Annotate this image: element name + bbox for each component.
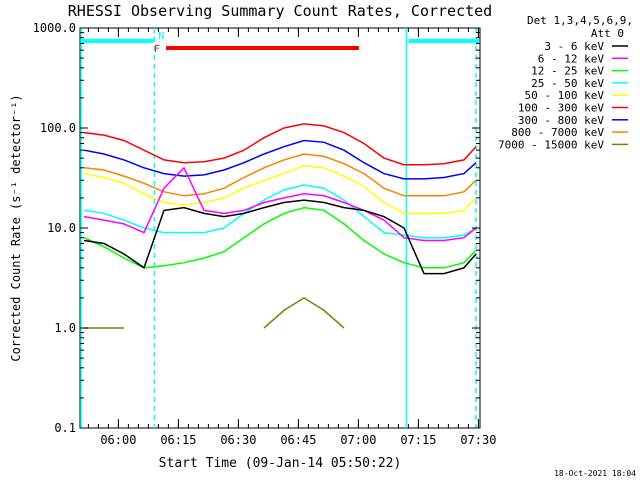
series-5-segment-0 — [83, 123, 477, 166]
series-6-segment-0 — [83, 139, 477, 180]
y-tick-label: 0.1 — [54, 421, 76, 435]
legend-label-7: 800 - 7000 keV — [511, 126, 604, 139]
y-tick-label: 10.0 — [47, 221, 76, 235]
series-4-segment-0 — [83, 164, 477, 215]
y-axis-label: Corrected Count Rate (s⁻¹ detector⁻¹) — [9, 94, 23, 361]
legend-label-4: 50 - 100 keV — [525, 89, 605, 102]
plot-frame — [79, 27, 481, 429]
y-tick-label: 1.0 — [54, 321, 76, 335]
legend-label-1: 6 - 12 keV — [538, 52, 605, 65]
y-tick-label: 100.0 — [40, 121, 76, 135]
x-tick-label: 06:45 — [280, 433, 316, 447]
legend-title-line-2: Att 0 — [591, 27, 624, 40]
y-tick-label: 1000.0 — [33, 21, 76, 35]
series-3-segment-0 — [83, 184, 477, 239]
chart-title: RHESSI Observing Summary Count Rates, Co… — [68, 2, 492, 20]
legend-label-8: 7000 - 15000 keV — [498, 138, 604, 151]
x-tick-label: 07:15 — [400, 433, 436, 447]
x-tick-label: 06:15 — [160, 433, 196, 447]
x-axis-label: Start Time (09-Jan-14 05:50:22) — [159, 456, 402, 471]
legend-title-line-1: Det 1,3,4,5,6,9, — [527, 14, 633, 27]
footer-timestamp: 18-Oct-2021 18:04 — [554, 469, 636, 478]
x-tick-label: 07:30 — [460, 433, 496, 447]
x-tick-label: 06:00 — [100, 433, 136, 447]
legend-label-0: 3 - 6 keV — [544, 40, 604, 53]
legend-label-3: 25 - 50 keV — [531, 77, 604, 90]
flag-label-N: N — [158, 31, 164, 42]
series-7-segment-0 — [83, 153, 477, 197]
plot-area: NF — [79, 27, 481, 429]
series-8-segment-1 — [263, 297, 345, 329]
series-0-segment-0 — [83, 199, 477, 275]
legend-label-2: 12 - 25 keV — [531, 65, 604, 78]
series-1-segment-0 — [83, 166, 477, 242]
legend-label-6: 300 - 800 keV — [518, 114, 604, 127]
flag-label-F: F — [154, 44, 160, 55]
x-tick-label: 07:00 — [340, 433, 376, 447]
series-2-segment-0 — [83, 206, 477, 269]
legend-label-5: 100 - 300 keV — [518, 102, 604, 115]
x-tick-label: 06:30 — [220, 433, 256, 447]
